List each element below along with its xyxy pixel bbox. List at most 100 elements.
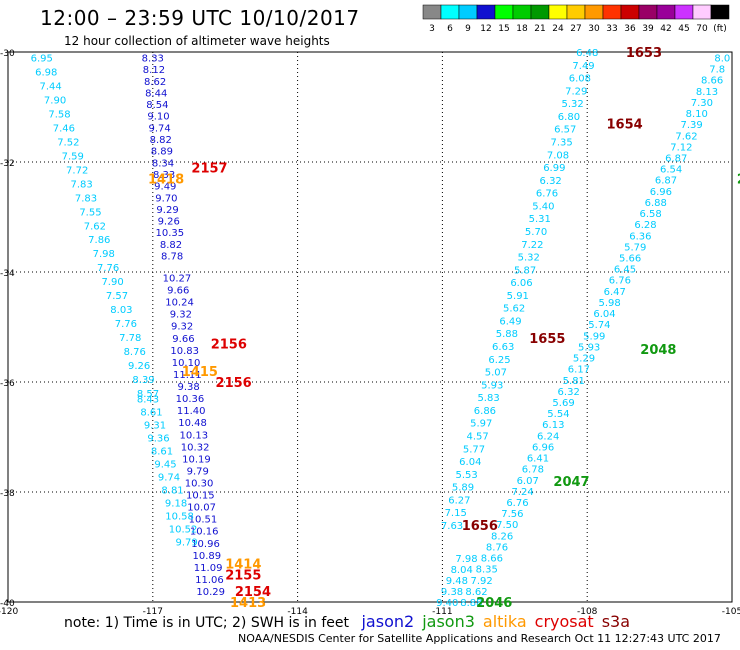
pass-time-label: 2154 — [235, 585, 271, 600]
wave-height-label: 9.49 — [154, 182, 176, 193]
wave-height-label: 8.34 — [152, 158, 174, 169]
wave-height-label: 5.77 — [463, 444, 485, 455]
wave-height-label: 6.25 — [488, 355, 510, 366]
pass-time-label: 2157 — [191, 162, 227, 177]
legend-cryosat: cryosat — [534, 612, 594, 631]
wave-height-label: 5.32 — [561, 99, 583, 110]
pass-time-label: 2048 — [640, 343, 676, 358]
wave-height-label: 6.41 — [527, 454, 549, 465]
lon-label: -111 — [432, 607, 452, 617]
wave-height-label: 9.38 — [441, 587, 463, 598]
wave-height-label: 7.49 — [572, 61, 594, 72]
lat-label: -34 — [0, 269, 15, 279]
wave-height-label: 7.56 — [501, 509, 523, 520]
wave-height-label: 8.81 — [161, 486, 183, 497]
wave-height-label: 8.61 — [151, 447, 173, 458]
colorbar-tick: 3 — [429, 24, 435, 34]
track-g: 7.988.049.489.389.40 — [436, 554, 478, 609]
legend-row: note: 1) Time is in UTC; 2) SWH is in fe… — [64, 612, 630, 631]
wave-height-label: 6.87 — [655, 176, 677, 187]
wave-height-label: 5.93 — [578, 342, 600, 353]
colorbar-tick: (ft) — [713, 24, 727, 34]
wave-height-label: 9.32 — [171, 322, 193, 333]
wave-height-label: 10.58 — [165, 512, 194, 523]
wave-height-label: 6.32 — [558, 387, 580, 398]
wave-height-label: 5.89 — [452, 483, 474, 494]
wave-height-label: 7.92 — [470, 576, 492, 587]
wave-height-label: 6.47 — [604, 287, 626, 298]
wave-height-label: 6.76 — [506, 498, 528, 509]
pass-time-label: 1656 — [462, 519, 498, 534]
wave-height-label: 6.80 — [558, 112, 580, 123]
wave-height-label: 7.08 — [547, 150, 569, 161]
wave-height-label: 5.29 — [573, 354, 595, 365]
lon-label: -114 — [287, 607, 308, 617]
wave-height-label: 6.86 — [474, 406, 496, 417]
wave-height-label: 7.98 — [455, 554, 477, 565]
wave-height-label: 9.38 — [177, 382, 199, 393]
wave-height-colorbar: 3 6 9 12 15 18 21 24 27 30 33 36 39 42 45 70 (ft) — [422, 4, 730, 34]
wave-height-label: 10.30 — [185, 478, 214, 489]
track-d: 8.43 8.61 9.31 9.36 8.61 9.45 9.74 8.81 9.18 10.5… — [137, 395, 198, 549]
wave-height-label: 7.62 — [84, 221, 106, 232]
wave-height-label: 7.35 — [550, 137, 572, 148]
wave-height-label: 8.76 — [486, 542, 508, 553]
wave-height-label: 8.62 — [144, 77, 166, 88]
pass-time-label: 1413 — [230, 596, 266, 611]
wave-height-label: 8.43 — [137, 395, 159, 406]
wave-height-label: 6.32 — [540, 176, 562, 187]
wave-height-label: 6.76 — [609, 276, 631, 287]
wave-height-label: 10.07 — [187, 503, 216, 514]
wave-height-label: 8.13 — [696, 87, 718, 98]
wave-height-label: 6.08 — [569, 74, 591, 85]
wave-height-label: 6.48 — [576, 48, 598, 59]
wave-height-label: 8.88 — [460, 598, 482, 609]
wave-height-label: 5.97 — [470, 419, 492, 430]
wave-height-label: 5.53 — [456, 470, 478, 481]
colorbar-tick: 42 — [660, 24, 671, 34]
wave-height-label: 9.10 — [147, 112, 169, 123]
wave-height-label: 7.76 — [115, 319, 137, 330]
colorbar-tick: 24 — [552, 24, 564, 34]
wave-height-label: 6.95 — [31, 54, 53, 65]
colorbar-tick: 30 — [588, 24, 600, 34]
wave-height-label: 6.54 — [660, 165, 682, 176]
wave-height-label: 7.22 — [521, 240, 543, 251]
wave-height-label: 10.52 — [169, 525, 198, 536]
pass-time-label: 1414 — [225, 558, 261, 573]
wave-height-label: 6.76 — [536, 189, 558, 200]
colorbar-swatch — [710, 4, 730, 20]
note-text: note: 1) Time is in UTC; 2) SWH is in fe… — [64, 615, 350, 631]
wave-height-label: 10.32 — [181, 442, 210, 453]
wave-height-label: 6.24 — [537, 431, 559, 442]
wave-height-label: 8.0 — [714, 54, 730, 65]
wave-height-label: 7.12 — [670, 142, 692, 153]
map-frame — [7, 51, 733, 603]
wave-height-label: 7.46 — [53, 123, 75, 134]
wave-height-label: 5.31 — [529, 214, 551, 225]
colorbar-tick: 36 — [624, 24, 636, 34]
wave-height-label: 5.32 — [518, 253, 540, 264]
wave-height-label: 8.10 — [686, 109, 708, 120]
legend-s3a: s3a — [601, 612, 631, 631]
wave-height-label: 7.8 — [709, 65, 725, 76]
wave-height-label: 7.59 — [62, 151, 84, 162]
pass-time-label: 2156 — [216, 376, 252, 391]
pass-time-label: 2156 — [211, 338, 247, 353]
wave-height-label: 5.07 — [485, 368, 507, 379]
wave-height-label: 5.99 — [583, 331, 605, 342]
pass-time-label: 2049 — [737, 173, 740, 188]
wave-height-label: 8.35 — [476, 565, 498, 576]
wave-height-label: 7.30 — [691, 98, 713, 109]
wave-height-label: 9.74 — [158, 473, 180, 484]
lon-label: -120 — [0, 607, 18, 617]
wave-height-label: 7.24 — [511, 487, 533, 498]
colorbar-tick: 18 — [516, 24, 528, 34]
wave-height-label: 6.96 — [650, 187, 672, 198]
wave-height-label: 7.39 — [680, 120, 702, 131]
wave-height-label: 8.89 — [151, 147, 173, 158]
wave-height-label: 9.29 — [156, 205, 178, 216]
wave-height-label: 8.66 — [701, 76, 723, 87]
track-c: 10.279.6610.249.329.329.6610.8310.1011.1… — [163, 274, 225, 599]
wave-height-label: 6.57 — [554, 125, 576, 136]
